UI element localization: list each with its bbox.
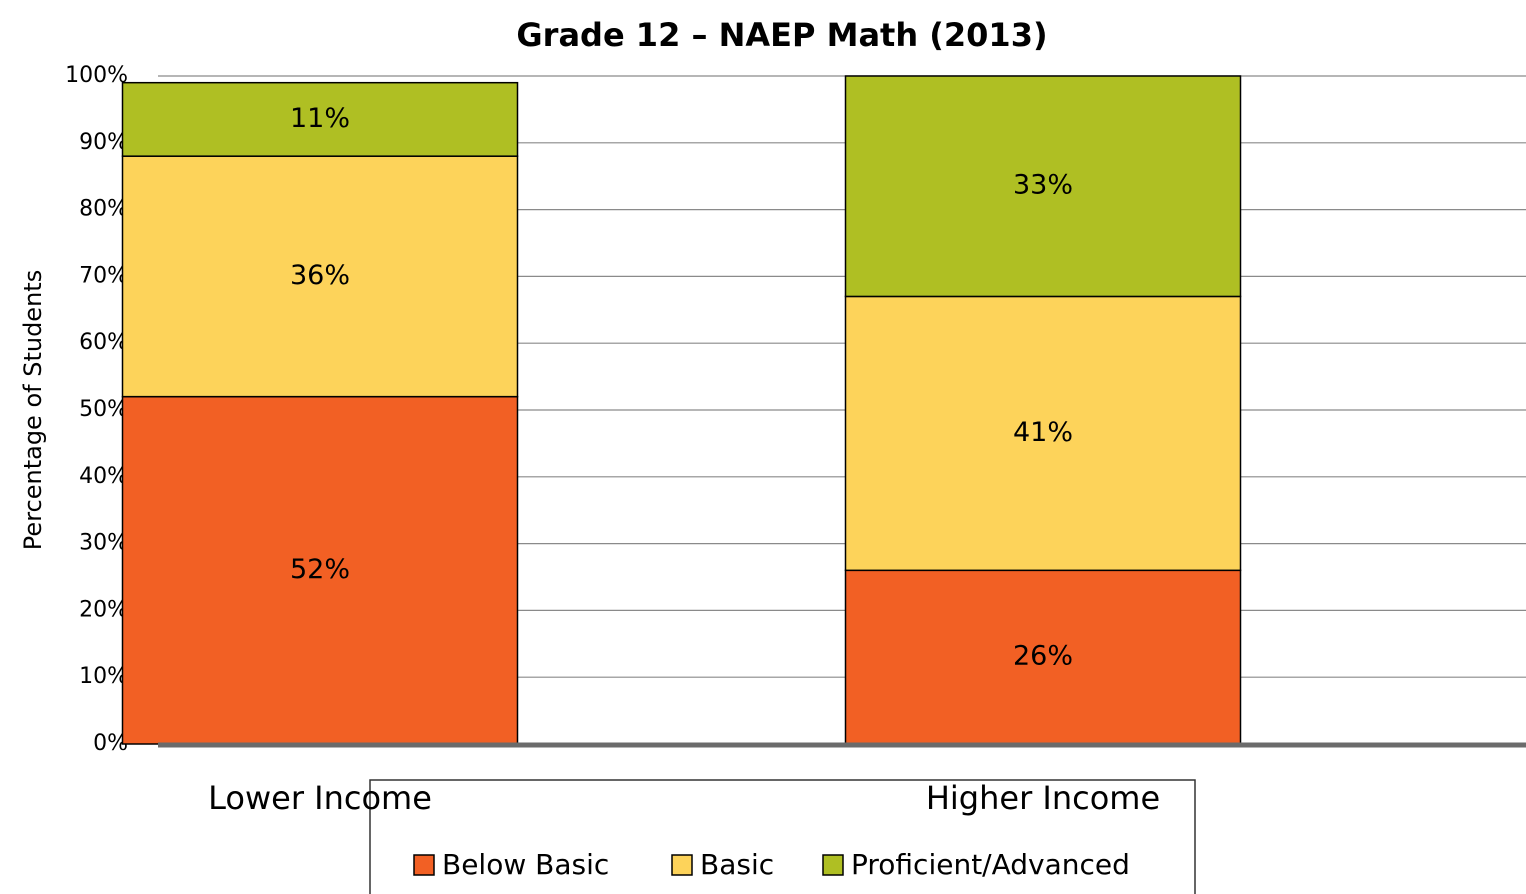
legend-label: Proficient/Advanced bbox=[851, 848, 1130, 881]
data-label: 11% bbox=[290, 103, 350, 134]
legend-swatch bbox=[671, 854, 693, 876]
legend-swatch bbox=[413, 854, 435, 876]
bar-segment bbox=[844, 75, 1242, 298]
x-tick-label: Higher Income bbox=[926, 779, 1160, 817]
bar-segment bbox=[844, 295, 1242, 572]
legend-label: Basic bbox=[700, 848, 774, 881]
bar-segment bbox=[121, 155, 519, 398]
y-tick-label: 30% bbox=[79, 531, 128, 556]
y-tick-label: 40% bbox=[79, 464, 128, 489]
data-label: 33% bbox=[1013, 170, 1073, 201]
y-tick-label: 100% bbox=[65, 63, 128, 88]
bar-segment bbox=[844, 569, 1242, 745]
legend-box bbox=[369, 779, 1196, 894]
y-tick-label: 70% bbox=[79, 263, 128, 288]
x-tick-label: Lower Income bbox=[208, 779, 432, 817]
legend-label: Below Basic bbox=[442, 848, 609, 881]
y-tick-label: 10% bbox=[79, 664, 128, 689]
y-tick-label: 60% bbox=[79, 330, 128, 355]
y-tick-label: 80% bbox=[79, 197, 128, 222]
y-axis-label: Percentage of Students bbox=[19, 270, 47, 550]
y-tick-label: 20% bbox=[79, 597, 128, 622]
data-label: 36% bbox=[290, 260, 350, 291]
bar-segment bbox=[121, 395, 519, 745]
legend-swatch bbox=[822, 854, 844, 876]
y-tick-label: 50% bbox=[79, 397, 128, 422]
chart-title: Grade 12 – NAEP Math (2013) bbox=[516, 16, 1047, 54]
data-label: 26% bbox=[1013, 641, 1073, 672]
y-tick-label: 90% bbox=[79, 130, 128, 155]
bar-segment bbox=[121, 81, 519, 157]
data-label: 41% bbox=[1013, 417, 1073, 448]
data-label: 52% bbox=[290, 554, 350, 585]
